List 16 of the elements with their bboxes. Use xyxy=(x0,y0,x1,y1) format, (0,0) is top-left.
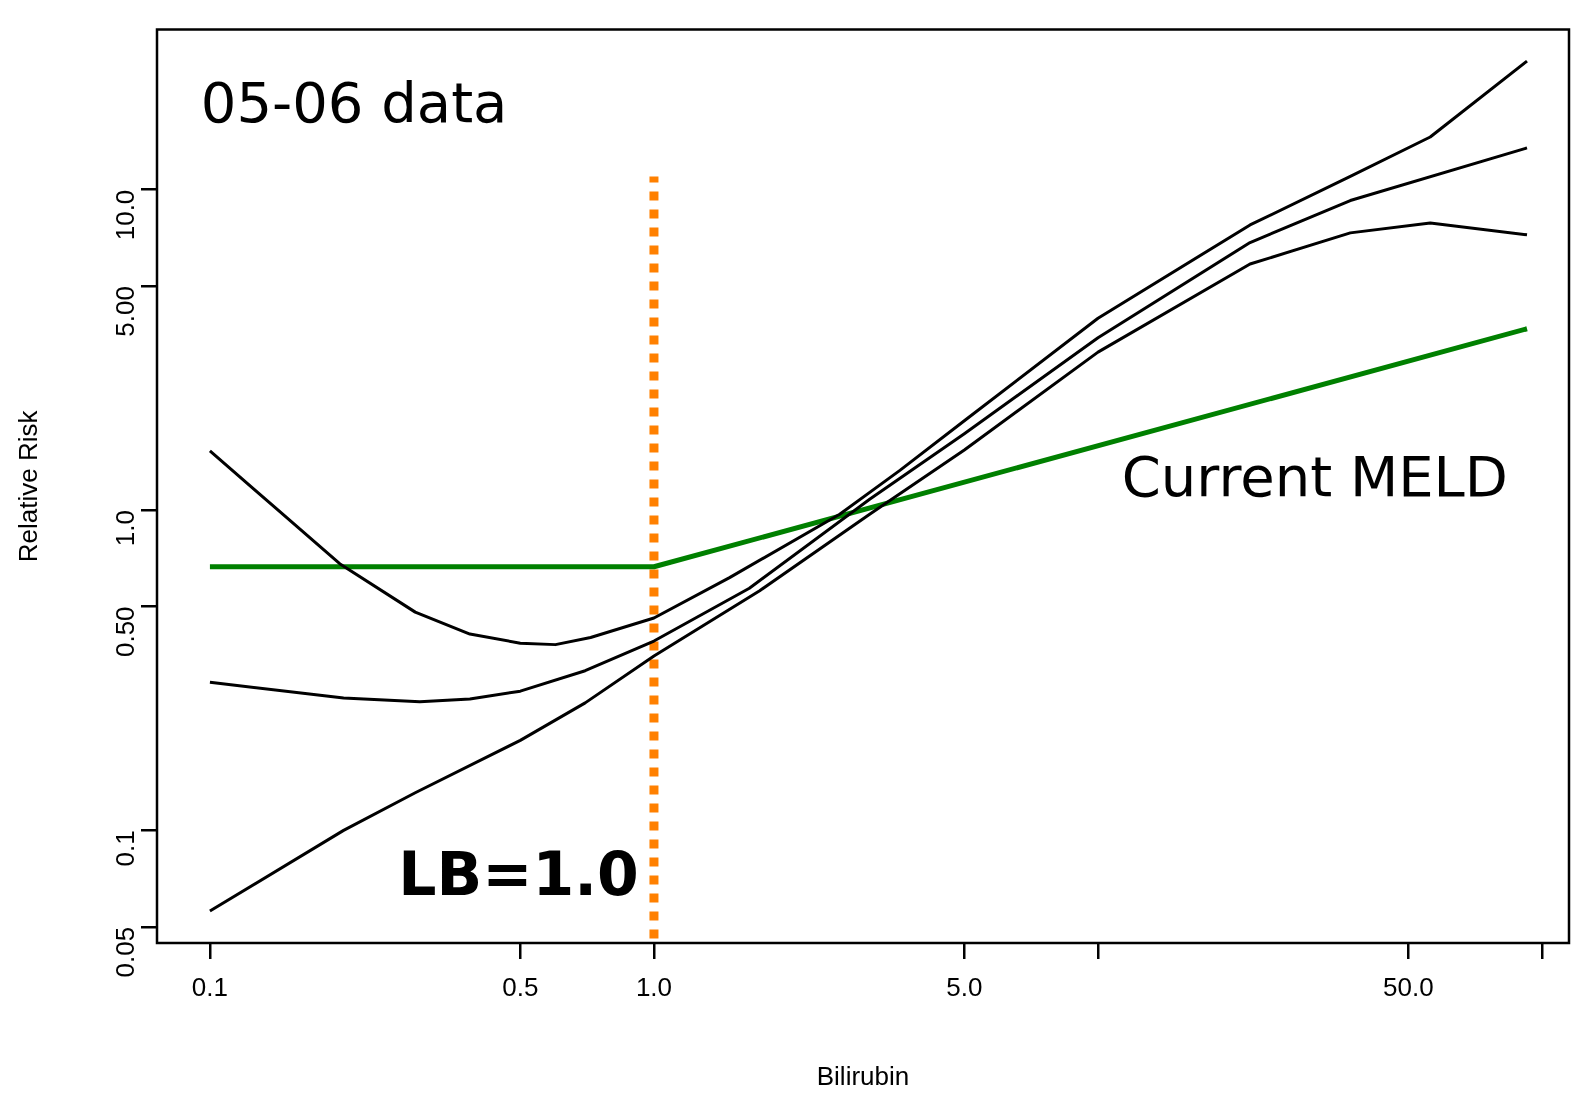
x-axis-title: Bilirubin xyxy=(816,1060,910,1091)
y-tick-label: 0.50 xyxy=(110,606,141,658)
x-tick-label: 0.1 xyxy=(191,971,228,1002)
x-tick-label: 0.5 xyxy=(502,971,539,1002)
x-tick-label: 5.0 xyxy=(946,971,983,1002)
annotation: 05-06 data xyxy=(200,69,508,135)
y-axis-title: Relative Risk xyxy=(12,409,43,563)
y-tick-label: 10.0 xyxy=(110,189,141,241)
annotation: Current MELD xyxy=(1121,444,1508,510)
y-tick-label: 0.1 xyxy=(110,830,141,867)
y-tick-label: 1.0 xyxy=(110,510,141,547)
annotation: LB=1.0 xyxy=(398,838,639,909)
y-tick-label: 5.00 xyxy=(110,286,141,337)
y-tick-label: 0.05 xyxy=(110,926,141,978)
x-tick-label: 50.0 xyxy=(1383,971,1434,1002)
x-tick-label: 1.0 xyxy=(635,971,673,1002)
